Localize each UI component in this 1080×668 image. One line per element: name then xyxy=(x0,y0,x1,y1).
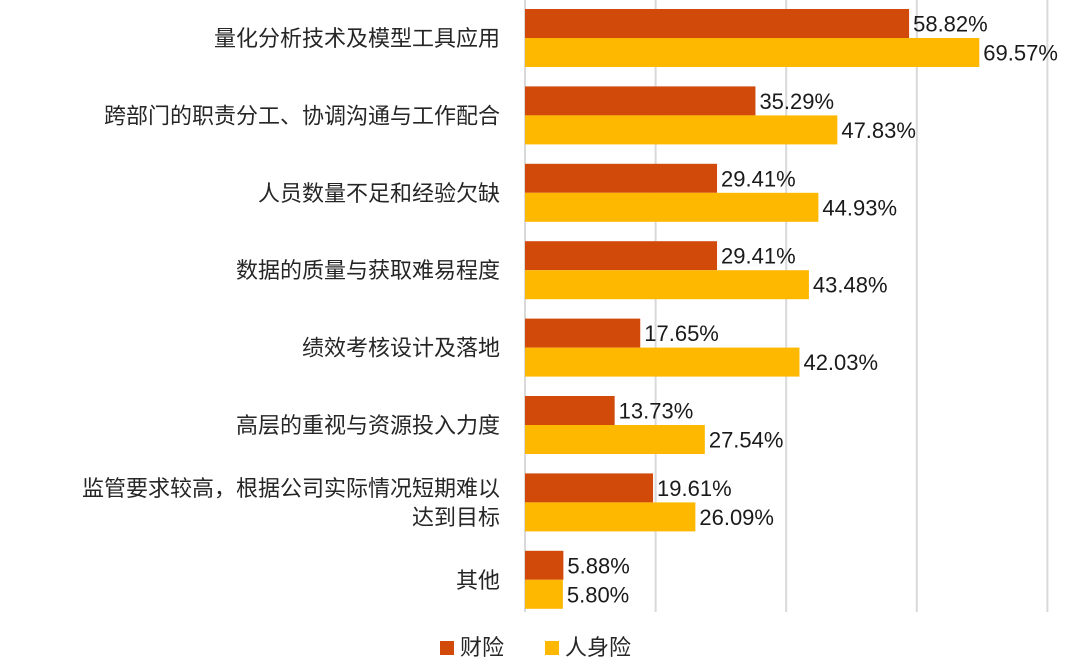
bar-property-insurance xyxy=(525,396,615,425)
legend-swatch xyxy=(440,641,454,655)
data-label: 58.82% xyxy=(913,12,988,37)
data-label: 35.29% xyxy=(759,89,834,114)
category-label: 高层的重视与资源投入力度 xyxy=(236,414,500,439)
data-label: 69.57% xyxy=(983,41,1058,66)
bar-property-insurance xyxy=(525,550,564,580)
category-label: 监管要求较高，根据公司实际情况短期难以 xyxy=(82,477,500,502)
category-label: 数据的质量与获取难易程度 xyxy=(236,259,500,284)
bar-life-insurance xyxy=(525,192,819,222)
bar-life-insurance xyxy=(525,502,696,532)
category-label: 绩效考核设计及落地 xyxy=(302,337,500,362)
data-label: 29.41% xyxy=(721,244,796,269)
bar-life-insurance xyxy=(525,270,809,300)
category-label: 量化分析技术及模型工具应用 xyxy=(214,27,500,52)
data-label: 29.41% xyxy=(721,166,796,191)
bar-property-insurance xyxy=(525,86,756,116)
data-label: 27.54% xyxy=(709,428,784,453)
category-label: 达到目标 xyxy=(412,506,500,531)
category-label: 其他 xyxy=(456,569,500,594)
bar-property-insurance xyxy=(525,318,641,348)
data-label: 26.09% xyxy=(699,505,774,530)
data-label: 43.48% xyxy=(813,273,888,298)
category-label: 人员数量不足和经验欠缺 xyxy=(258,182,500,207)
data-label: 13.73% xyxy=(619,399,694,424)
data-label: 44.93% xyxy=(822,195,897,220)
bar-life-insurance xyxy=(525,425,705,454)
data-label: 5.80% xyxy=(567,582,629,607)
data-label: 47.83% xyxy=(841,118,916,143)
bar-life-insurance xyxy=(525,115,838,145)
data-label: 42.03% xyxy=(803,350,878,375)
category-label: 跨部门的职责分工、协调沟通与工作配合 xyxy=(104,104,500,129)
bar-life-insurance xyxy=(525,347,800,377)
bar-property-insurance xyxy=(525,241,718,271)
data-label: 5.88% xyxy=(567,553,629,578)
legend-swatch xyxy=(545,641,559,655)
legend-label: 人身险 xyxy=(565,636,631,661)
bar-life-insurance xyxy=(525,38,980,67)
bar-property-insurance xyxy=(525,473,654,503)
data-label: 17.65% xyxy=(644,321,719,346)
bar-property-insurance xyxy=(525,9,910,38)
legend-label: 财险 xyxy=(460,636,504,661)
data-label: 19.61% xyxy=(657,476,732,501)
bar-property-insurance xyxy=(525,163,718,193)
bar-life-insurance xyxy=(525,579,563,609)
